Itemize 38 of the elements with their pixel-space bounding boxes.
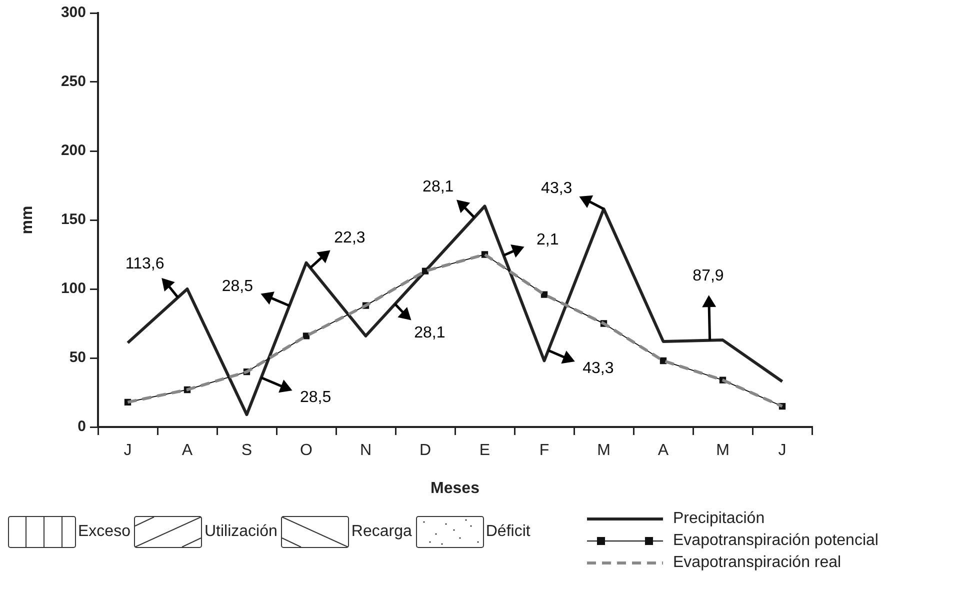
annotation: 28,5 [222, 278, 254, 296]
x-tick-label: A [182, 442, 193, 460]
legend-label: Evapotranspiración real [673, 554, 842, 572]
text: Déficit [486, 523, 530, 541]
y-axis-title: mm [19, 206, 36, 234]
annotation: 28,1 [414, 324, 446, 342]
annotation: 28,5 [300, 388, 332, 406]
x-tick-label: M [597, 442, 610, 460]
y-tick-label: 200 [60, 142, 86, 160]
y-tick-label: 150 [60, 211, 86, 228]
legend-label: Precipitación [673, 510, 765, 528]
x-tick-label: A [658, 442, 669, 460]
text: Recarga [351, 523, 412, 541]
x-axis-title: Meses [430, 480, 480, 497]
x-tick-label: M [716, 442, 730, 460]
x-tick-label: J [124, 442, 132, 460]
y-tick-label: 50 [69, 349, 86, 366]
x-tick-label: N [360, 442, 372, 460]
text: Exceso [78, 523, 130, 541]
y-tick-label: 250 [60, 73, 86, 90]
x-tick-label: S [241, 442, 252, 460]
x-tick-label: J [778, 442, 786, 460]
legend-label: Evapotranspiración potencial [673, 532, 878, 550]
y-tick-label: 0 [78, 418, 86, 436]
x-tick-label: D [419, 442, 432, 460]
annotation: 113,6 [125, 255, 164, 272]
x-tick-label: O [300, 442, 312, 460]
annotation: 2,1 [536, 231, 559, 248]
y-tick-label: 300 [60, 4, 86, 22]
annotation: 43,3 [582, 360, 614, 377]
y-tick-label: 100 [60, 280, 86, 298]
x-tick-label: E [479, 442, 490, 460]
x-tick-label: F [539, 442, 550, 460]
annotation: 22,3 [334, 230, 366, 247]
text: Utilización [204, 523, 278, 541]
annotation: 43,3 [541, 180, 572, 197]
annotation: 28,1 [422, 178, 454, 196]
annotation: 87,9 [692, 268, 724, 285]
